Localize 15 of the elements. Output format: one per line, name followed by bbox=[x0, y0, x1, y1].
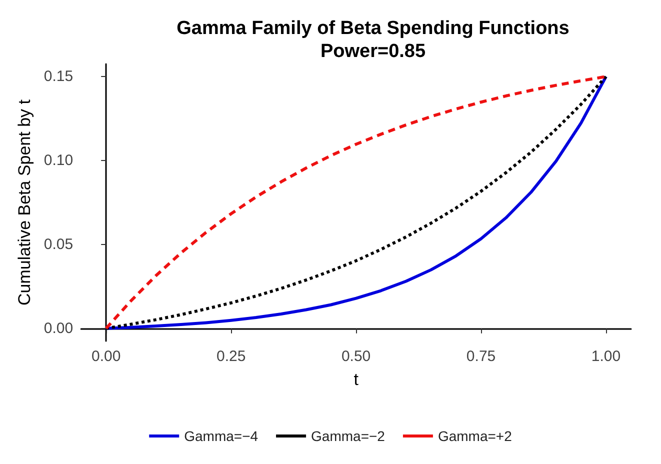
x-tick-label: 0.50 bbox=[341, 348, 371, 365]
legend-label: Gamma=−4 bbox=[184, 428, 258, 444]
y-tick-label: 0.15 bbox=[44, 68, 74, 86]
legend-label: Gamma=−2 bbox=[311, 428, 386, 444]
x-tick-label: 0.25 bbox=[216, 348, 246, 365]
y-axis-title: Cumulative Beta Spent by t bbox=[15, 99, 34, 306]
x-tick-label: 0.00 bbox=[91, 348, 121, 365]
legend-label: Gamma=+2 bbox=[438, 428, 512, 444]
x-tick-label: 0.75 bbox=[466, 348, 496, 365]
y-tick-label: 0.00 bbox=[44, 320, 74, 337]
x-tick-label: 1.00 bbox=[591, 348, 621, 365]
chart-title: Gamma Family of Beta Spending Functions Power=0.85 bbox=[176, 18, 570, 62]
x-axis-title: t bbox=[354, 370, 359, 389]
y-tick-label: 0.05 bbox=[44, 236, 74, 253]
y-tick-label: 0.10 bbox=[44, 152, 74, 170]
